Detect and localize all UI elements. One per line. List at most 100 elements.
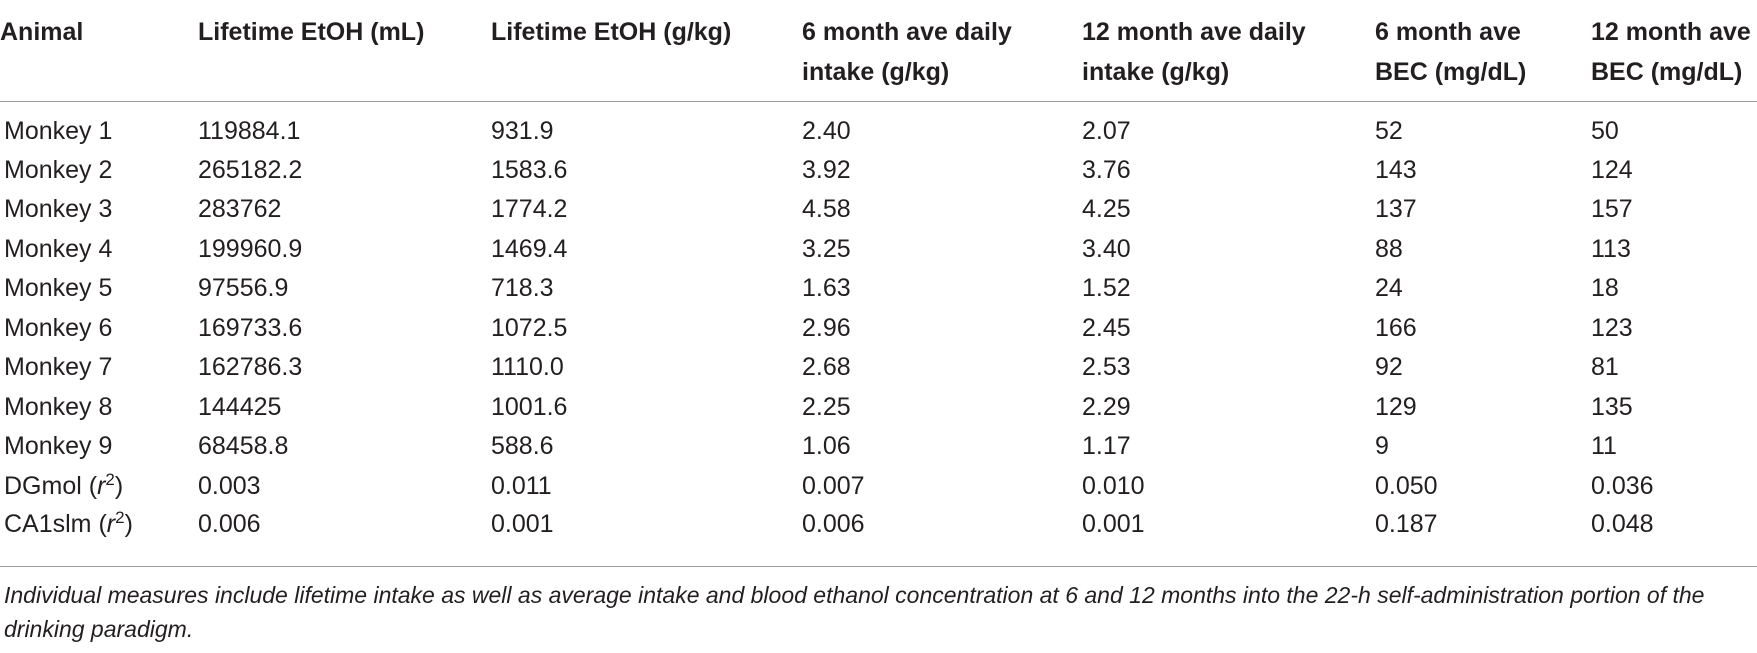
cell-12mo-bec: 81 (1591, 353, 1619, 382)
cell-12mo-intake: 1.52 (1082, 274, 1131, 303)
column-header-animal: Animal (0, 0, 198, 102)
column-header-lifetime-gkg: Lifetime EtOH (g/kg) (491, 0, 802, 102)
table-row: Monkey 6 169733.6 1072.5 2.96 2.45 166 1… (0, 308, 1757, 348)
cell-lifetime-gkg: 1001.6 (491, 392, 568, 421)
cell-lifetime-gkg: 718.3 (491, 274, 554, 303)
cell-lifetime-gkg: 1072.5 (491, 313, 568, 342)
cell-animal: Monkey 6 (4, 313, 113, 342)
cell-animal: Monkey 9 (4, 432, 113, 461)
cell-6mo-bec: 52 (1375, 116, 1403, 145)
cell-lifetime-ml: 169733.6 (198, 313, 303, 342)
cell-lifetime-ml: 97556.9 (198, 274, 289, 303)
table-row: Monkey 2 265182.2 1583.6 3.92 3.76 143 1… (0, 150, 1757, 190)
cell-12mo-intake: 4.25 (1082, 195, 1131, 224)
table-body: Monkey 1 119884.1 931.9 2.40 2.07 52 50 … (0, 101, 1757, 554)
cell-6mo-intake: 1.63 (802, 274, 851, 303)
cell-12mo-bec: 157 (1591, 195, 1633, 224)
cell-lifetime-ml: 162786.3 (198, 353, 303, 382)
table-header: Animal Lifetime EtOH (mL) Lifetime EtOH … (0, 0, 1757, 102)
cell-6mo-bec: 129 (1375, 392, 1417, 421)
cell-12mo-bec: 124 (1591, 155, 1633, 184)
cell-animal: Monkey 1 (4, 116, 113, 145)
cell-lifetime-gkg: 0.011 (491, 471, 552, 500)
table-row-correlation: DGmol (r2) 0.003 0.011 0.007 0.010 0.050… (0, 466, 1757, 506)
cell-12mo-intake: 3.76 (1082, 155, 1131, 184)
cell-6mo-intake: 2.68 (802, 353, 851, 382)
cell-animal: Monkey 5 (4, 274, 113, 303)
cell-lifetime-ml: 0.006 (198, 509, 261, 538)
cell-animal: Monkey 4 (4, 234, 113, 263)
cell-lifetime-ml: 68458.8 (198, 432, 289, 461)
cell-12mo-bec: 0.048 (1591, 509, 1654, 538)
cell-lifetime-gkg: 0.001 (491, 509, 554, 538)
cell-12mo-intake: 0.001 (1082, 509, 1145, 538)
cell-6mo-intake: 0.007 (802, 471, 865, 500)
column-header-6mo-bec: 6 month ave BEC (mg/dL) (1375, 0, 1591, 102)
cell-12mo-intake: 0.010 (1082, 471, 1145, 500)
cell-12mo-bec: 18 (1591, 274, 1619, 303)
table-row: Monkey 7 162786.3 1110.0 2.68 2.53 92 81 (0, 348, 1757, 388)
cell-lifetime-gkg: 931.9 (491, 116, 554, 145)
table-caption: Individual measures include lifetime int… (4, 582, 1705, 642)
table-bottom-rule (0, 566, 1757, 567)
cell-12mo-intake: 2.07 (1082, 116, 1131, 145)
cell-6mo-bec: 0.187 (1375, 509, 1438, 538)
column-header-6mo-intake: 6 month ave daily intake (g/kg) (802, 0, 1082, 102)
cell-lifetime-ml: 144425 (198, 392, 282, 421)
cell-6mo-bec: 0.050 (1375, 471, 1438, 500)
cell-animal: Monkey 8 (4, 392, 113, 421)
cell-6mo-intake: 2.40 (802, 116, 851, 145)
cell-6mo-intake: 3.25 (802, 234, 851, 263)
cell-lifetime-ml: 283762 (198, 195, 282, 224)
cell-lifetime-gkg: 1110.0 (491, 353, 564, 382)
table-row: Monkey 9 68458.8 588.6 1.06 1.17 9 11 (0, 427, 1757, 467)
cell-12mo-bec: 113 (1591, 234, 1631, 263)
cell-lifetime-gkg: 1583.6 (491, 155, 568, 184)
cell-6mo-intake: 2.96 (802, 313, 851, 342)
cell-animal: Monkey 2 (4, 155, 113, 184)
cell-12mo-bec: 135 (1591, 392, 1633, 421)
cell-12mo-bec: 11 (1591, 432, 1617, 461)
cell-12mo-bec: 123 (1591, 313, 1633, 342)
cell-6mo-intake: 3.92 (802, 155, 851, 184)
table-row: Monkey 4 199960.9 1469.4 3.25 3.40 88 11… (0, 229, 1757, 269)
cell-lifetime-ml: 199960.9 (198, 234, 303, 263)
data-table: Animal Lifetime EtOH (mL) Lifetime EtOH … (0, 0, 1757, 554)
cell-6mo-intake: 2.25 (802, 392, 851, 421)
cell-6mo-bec: 88 (1375, 234, 1403, 263)
table-row: Monkey 5 97556.9 718.3 1.63 1.52 24 18 (0, 269, 1757, 309)
cell-animal: Monkey 3 (4, 195, 113, 224)
cell-lifetime-gkg: 1469.4 (491, 234, 568, 263)
cell-6mo-bec: 24 (1375, 274, 1403, 303)
table-row: Monkey 8 144425 1001.6 2.25 2.29 129 135 (0, 387, 1757, 427)
column-header-12mo-bec: 12 month ave BEC (mg/dL) (1591, 0, 1757, 102)
cell-6mo-intake: 0.006 (802, 509, 865, 538)
cell-12mo-bec: 50 (1591, 116, 1619, 145)
column-header-12mo-intake: 12 month ave daily intake (g/kg) (1082, 0, 1375, 102)
table-row-correlation: CA1slm (r2) 0.006 0.001 0.006 0.001 0.18… (0, 506, 1757, 554)
cell-12mo-intake: 1.17 (1082, 432, 1131, 461)
cell-12mo-intake: 2.45 (1082, 313, 1131, 342)
table-row: Monkey 3 283762 1774.2 4.58 4.25 137 157 (0, 190, 1757, 230)
cell-6mo-bec: 9 (1375, 432, 1389, 461)
cell-animal: Monkey 7 (4, 353, 113, 382)
cell-6mo-intake: 4.58 (802, 195, 851, 224)
cell-region-label: CA1slm (r2) (4, 507, 133, 538)
cell-lifetime-gkg: 1774.2 (491, 195, 568, 224)
cell-region-label: DGmol (r2) (4, 469, 124, 500)
cell-lifetime-ml: 119884.1 (198, 116, 301, 145)
cell-lifetime-ml: 265182.2 (198, 155, 303, 184)
cell-6mo-intake: 1.06 (802, 432, 851, 461)
cell-6mo-bec: 166 (1375, 313, 1417, 342)
cell-12mo-intake: 2.53 (1082, 353, 1131, 382)
cell-6mo-bec: 92 (1375, 353, 1403, 382)
table-row: Monkey 1 119884.1 931.9 2.40 2.07 52 50 (0, 101, 1757, 150)
header-row: Animal Lifetime EtOH (mL) Lifetime EtOH … (0, 0, 1757, 102)
cell-12mo-bec: 0.036 (1591, 471, 1654, 500)
cell-6mo-bec: 143 (1375, 155, 1417, 184)
cell-12mo-intake: 2.29 (1082, 392, 1131, 421)
cell-12mo-intake: 3.40 (1082, 234, 1131, 263)
column-header-lifetime-ml: Lifetime EtOH (mL) (198, 0, 491, 102)
cell-6mo-bec: 137 (1375, 195, 1417, 224)
